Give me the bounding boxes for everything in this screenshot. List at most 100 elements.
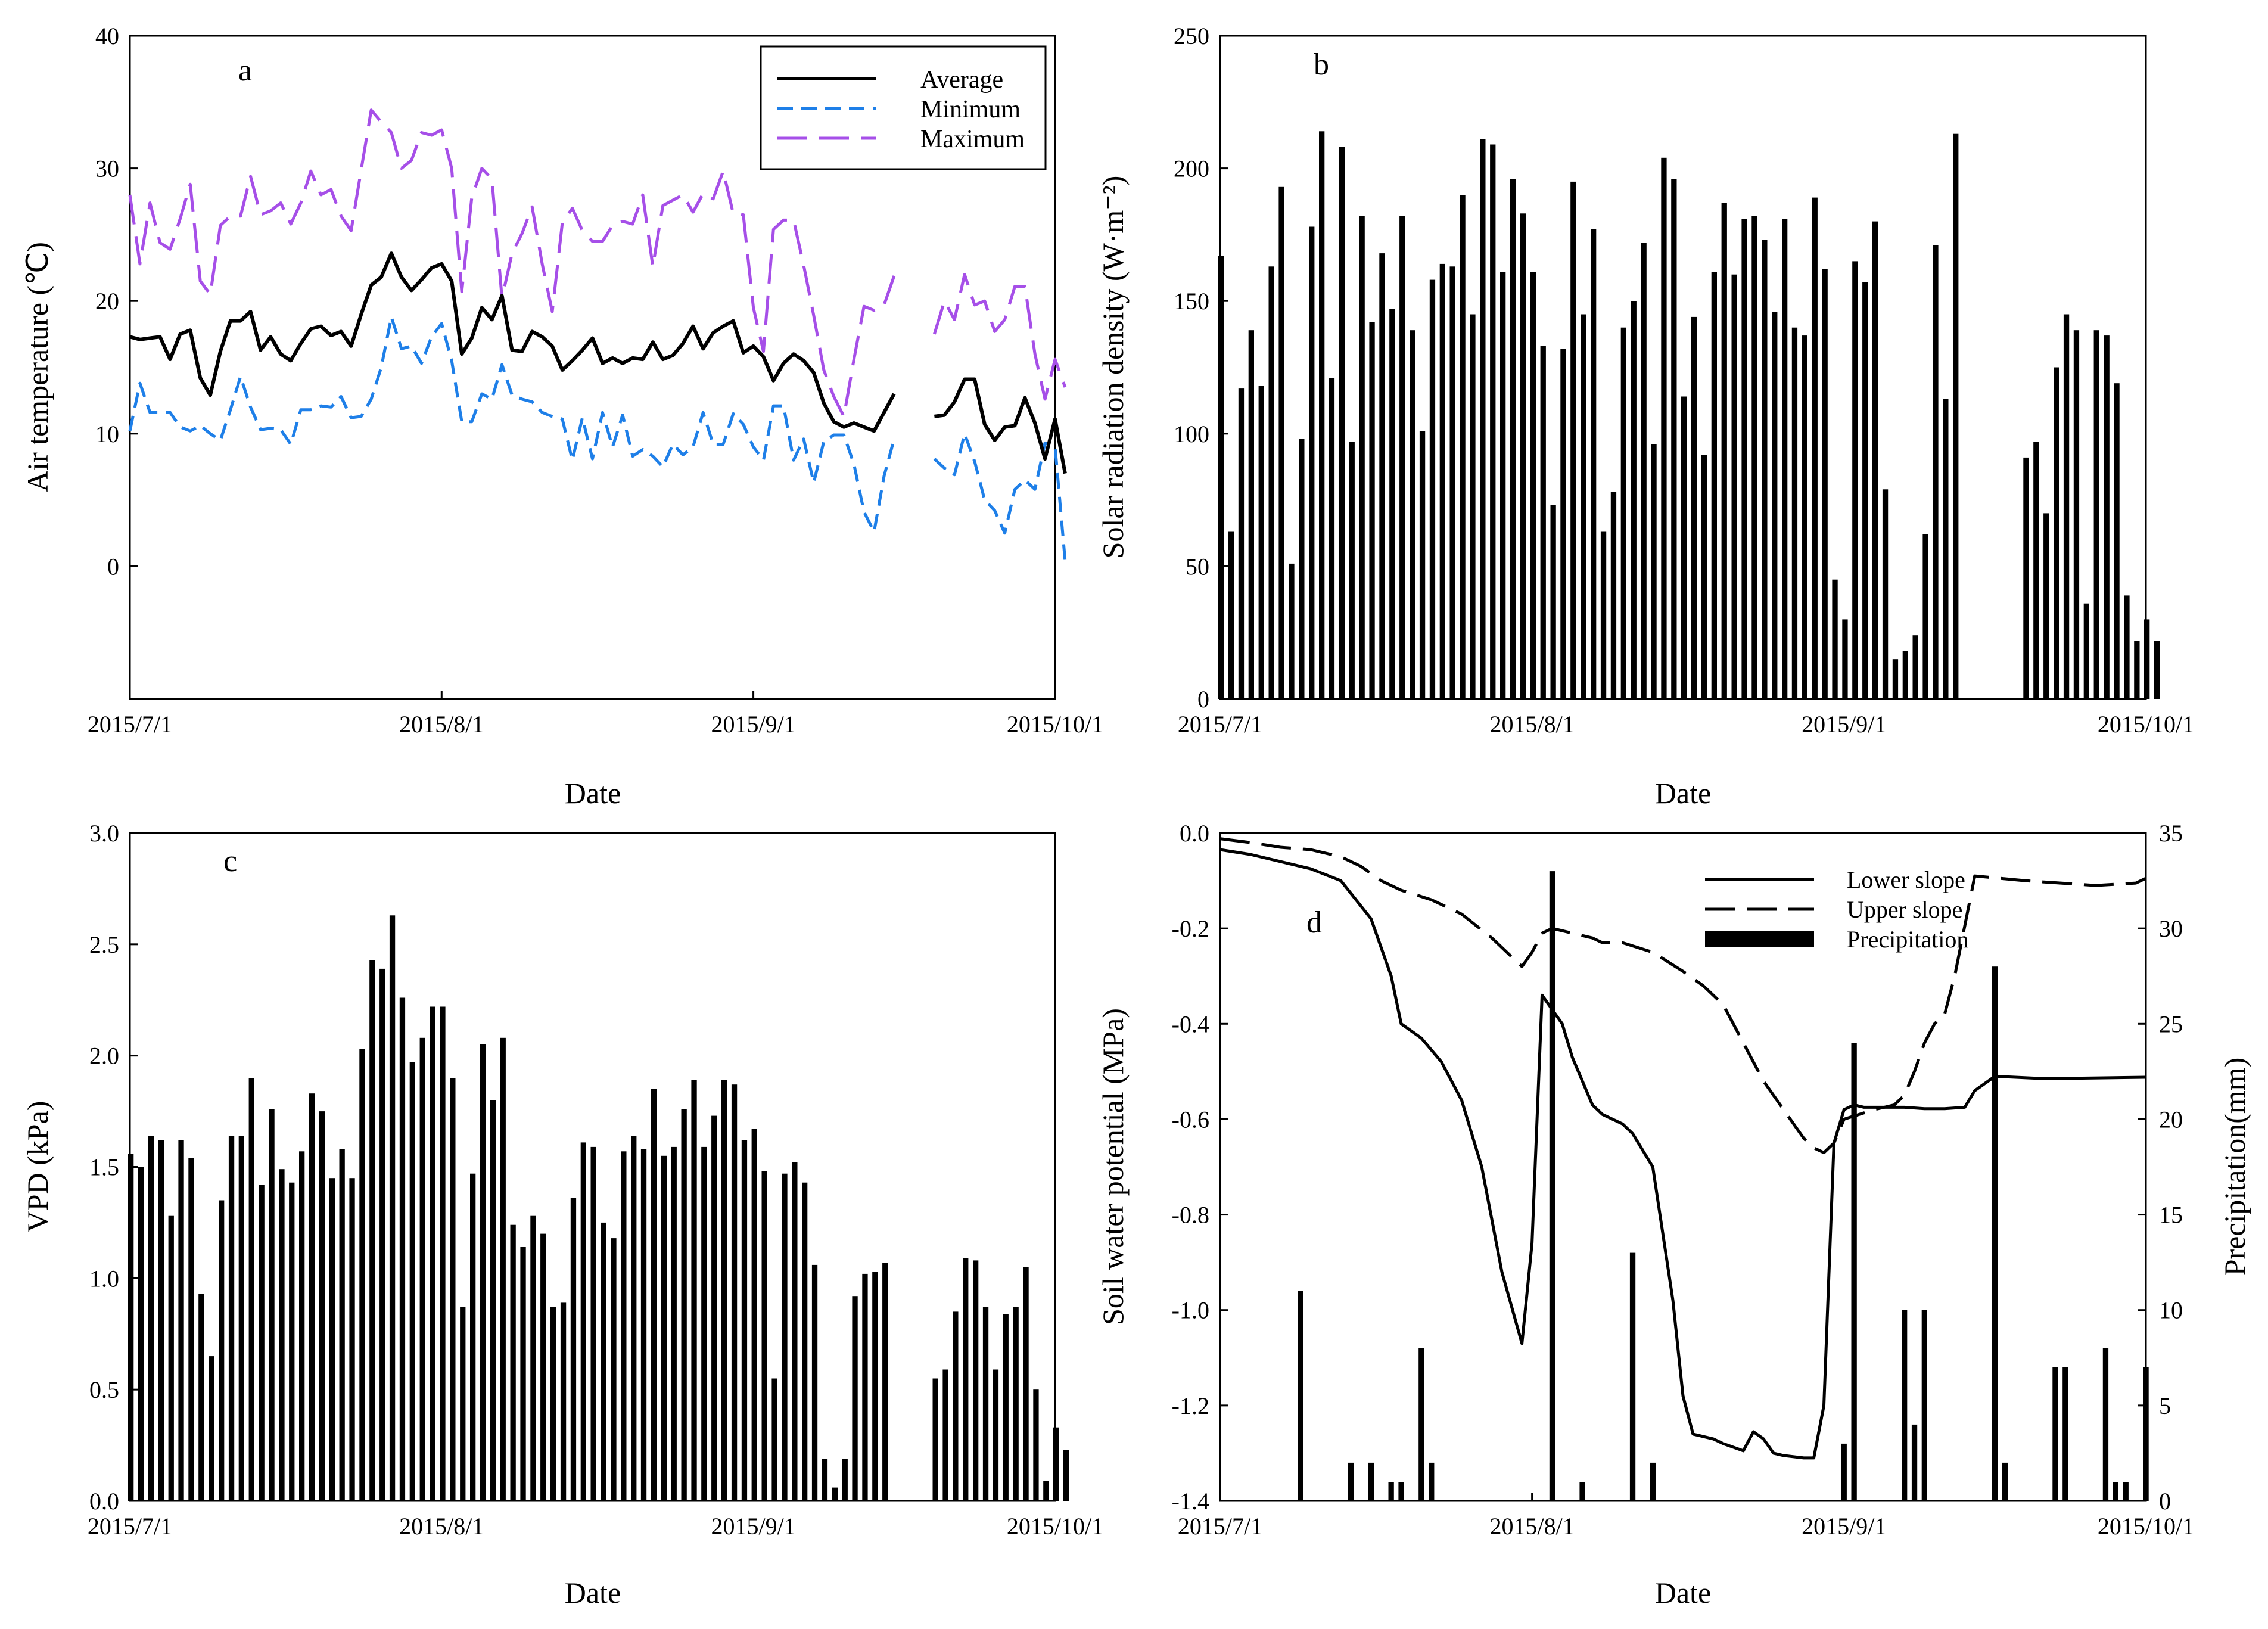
bar: [1319, 131, 1325, 700]
bar: [1023, 1267, 1029, 1501]
bar: [1892, 659, 1899, 699]
series-maximum-line: [933, 273, 1067, 401]
bar: [782, 1173, 788, 1501]
bar: [1681, 396, 1687, 699]
bar: [1832, 579, 1838, 699]
bar: [611, 1238, 617, 1501]
y-tick-label: 1.0: [89, 1265, 119, 1292]
precipitation-bar: [1902, 1310, 1908, 1501]
bar: [1248, 330, 1254, 699]
x-tick-label: 2015/9/1: [1802, 711, 1886, 738]
y-tick-label: 200: [1174, 156, 1209, 182]
x-tick-label: 2015/9/1: [711, 711, 795, 738]
bar: [1631, 301, 1637, 699]
bar: [1339, 147, 1345, 699]
bar: [369, 960, 375, 1501]
bar: [1480, 139, 1486, 700]
bar: [1218, 256, 1224, 699]
bar: [1063, 1450, 1069, 1501]
bar: [1043, 1481, 1049, 1501]
precipitation-bar: [1298, 1291, 1303, 1501]
precipitation-bar: [2123, 1482, 2129, 1501]
panel-b-xlabel: Date: [1655, 776, 1711, 810]
panel-b-solar-radiation: 2015/7/1 2015/8/1 2015/9/1 2015/10/1 0 50 100 1…: [1096, 23, 2194, 810]
x-tick-label: 2015/7/1: [1178, 711, 1262, 738]
y-tick-label: 100: [1174, 421, 1209, 447]
bar: [219, 1200, 225, 1501]
bar: [1872, 221, 1878, 700]
bar: [872, 1272, 878, 1501]
bar: [802, 1182, 808, 1501]
bar: [2023, 457, 2029, 699]
bar: [1449, 266, 1455, 699]
precipitation-bar: [2062, 1367, 2068, 1501]
bar: [2104, 335, 2110, 699]
x-tick-label: 2015/9/1: [1802, 1513, 1886, 1540]
bar: [1410, 330, 1415, 699]
panel-c-label: c: [223, 844, 237, 878]
y-tick-label: 3.0: [89, 820, 119, 847]
bar: [1933, 245, 1939, 699]
bar: [1791, 327, 1798, 699]
y-tick-label: -0.8: [1172, 1202, 1209, 1229]
bar: [2154, 641, 2160, 699]
panel-d-soil-water: 2015/7/1 2015/8/1 2015/9/1 2015/10/1 -1.4 -1.…: [1096, 820, 2251, 1609]
bar: [2043, 513, 2049, 699]
bar: [761, 1171, 767, 1501]
legend-maximum-label: Maximum: [920, 126, 1025, 153]
bar: [1560, 349, 1566, 699]
x-tick-label: 2015/8/1: [1490, 711, 1575, 738]
precipitation-bar: [2102, 1348, 2109, 1501]
bar: [982, 1307, 989, 1501]
precipitation-bar: [1388, 1482, 1394, 1501]
bar: [811, 1264, 818, 1501]
bar: [1741, 219, 1747, 699]
bar: [1299, 439, 1305, 699]
bar: [731, 1084, 738, 1501]
bar: [1550, 505, 1556, 699]
bar: [198, 1294, 204, 1501]
bar: [1278, 186, 1284, 699]
series-maximum-line: [128, 108, 896, 418]
series-lower-slope-line: [1219, 848, 2146, 1460]
legend-lower-slope-label: Lower slope: [1847, 866, 1965, 893]
bar: [1329, 378, 1335, 699]
bar: [1651, 444, 1657, 699]
bar: [570, 1198, 577, 1501]
bar: [279, 1169, 285, 1501]
bar: [1802, 335, 1807, 699]
bar: [1429, 279, 1436, 700]
bar: [651, 1089, 657, 1501]
bar: [1953, 133, 1959, 699]
x-tick-label: 2015/8/1: [399, 711, 484, 738]
bar: [480, 1044, 486, 1501]
precipitation-bar: [1418, 1348, 1424, 1501]
bar: [580, 1142, 586, 1501]
bar: [158, 1140, 164, 1501]
bar: [2033, 442, 2039, 699]
bar: [822, 1459, 828, 1501]
bar: [460, 1307, 466, 1501]
bar: [1943, 399, 1949, 699]
panel-a-frame: [129, 35, 1056, 700]
bar: [409, 1062, 415, 1501]
bar: [671, 1146, 677, 1501]
panel-b-ylabel: Solar radiation density (W·m⁻²): [1096, 176, 1130, 559]
bar: [711, 1115, 717, 1501]
bar: [1399, 216, 1405, 699]
bar: [1439, 263, 1445, 699]
bar: [339, 1149, 345, 1501]
panel-c-ylabel: VPD (kPa): [21, 1101, 54, 1233]
bar: [1053, 1427, 1059, 1501]
bar: [500, 1037, 506, 1501]
bar: [540, 1233, 546, 1501]
y-tick-label: -0.4: [1172, 1011, 1209, 1037]
bar: [832, 1487, 838, 1501]
x-tick-label: 2015/10/1: [2098, 711, 2194, 738]
y-tick-label: 0.5: [89, 1376, 119, 1403]
bar: [1530, 272, 1536, 699]
bar: [1013, 1307, 1019, 1501]
bar: [1842, 619, 1848, 699]
precipitation-bar: [1348, 1462, 1354, 1501]
